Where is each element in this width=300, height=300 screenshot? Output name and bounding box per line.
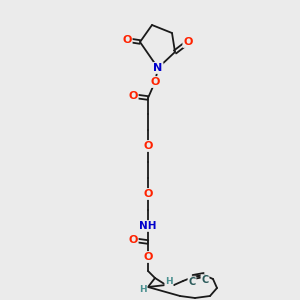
- Text: NH: NH: [139, 221, 157, 231]
- Text: O: O: [143, 141, 153, 151]
- Text: O: O: [183, 37, 193, 47]
- Text: H: H: [139, 284, 147, 293]
- Text: O: O: [122, 35, 132, 45]
- Text: C: C: [188, 277, 196, 287]
- Text: C: C: [201, 275, 208, 285]
- Text: O: O: [128, 91, 138, 101]
- Text: H: H: [165, 278, 173, 286]
- Text: O: O: [143, 189, 153, 199]
- Text: O: O: [143, 252, 153, 262]
- Text: N: N: [153, 63, 163, 73]
- Text: O: O: [150, 77, 160, 87]
- Text: O: O: [128, 235, 138, 245]
